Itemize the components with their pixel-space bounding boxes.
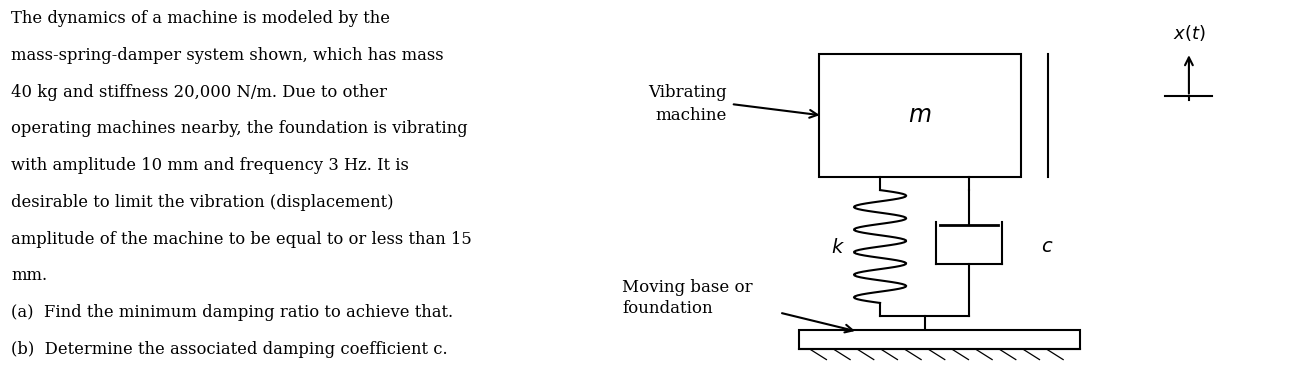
Text: Vibrating: Vibrating — [648, 84, 727, 101]
Text: foundation: foundation — [622, 300, 713, 317]
Text: $x(t)$: $x(t)$ — [1172, 23, 1205, 43]
Text: The dynamics of a machine is modeled by the: The dynamics of a machine is modeled by … — [12, 10, 390, 27]
Text: (b)  Determine the associated damping coefficient c.: (b) Determine the associated damping coe… — [12, 341, 448, 358]
Text: $c$: $c$ — [1041, 238, 1053, 257]
Text: mass-spring-damper system shown, which has mass: mass-spring-damper system shown, which h… — [12, 47, 444, 64]
Text: $k$: $k$ — [831, 238, 845, 257]
Text: $m$: $m$ — [908, 104, 931, 127]
Text: amplitude of the machine to be equal to or less than 15: amplitude of the machine to be equal to … — [12, 231, 472, 248]
Text: (a)  Find the minimum damping ratio to achieve that.: (a) Find the minimum damping ratio to ac… — [12, 304, 453, 321]
Text: machine: machine — [655, 107, 727, 124]
Text: Moving base or: Moving base or — [622, 279, 753, 296]
Bar — [819, 54, 1022, 177]
Text: 40 kg and stiffness 20,000 N/m. Due to other: 40 kg and stiffness 20,000 N/m. Due to o… — [12, 84, 388, 101]
Text: operating machines nearby, the foundation is vibrating: operating machines nearby, the foundatio… — [12, 121, 468, 137]
Text: desirable to limit the vibration (displacement): desirable to limit the vibration (displa… — [12, 194, 394, 211]
Text: with amplitude 10 mm and frequency 3 Hz. It is: with amplitude 10 mm and frequency 3 Hz.… — [12, 157, 409, 174]
Bar — [799, 330, 1081, 349]
Text: mm.: mm. — [12, 267, 47, 285]
